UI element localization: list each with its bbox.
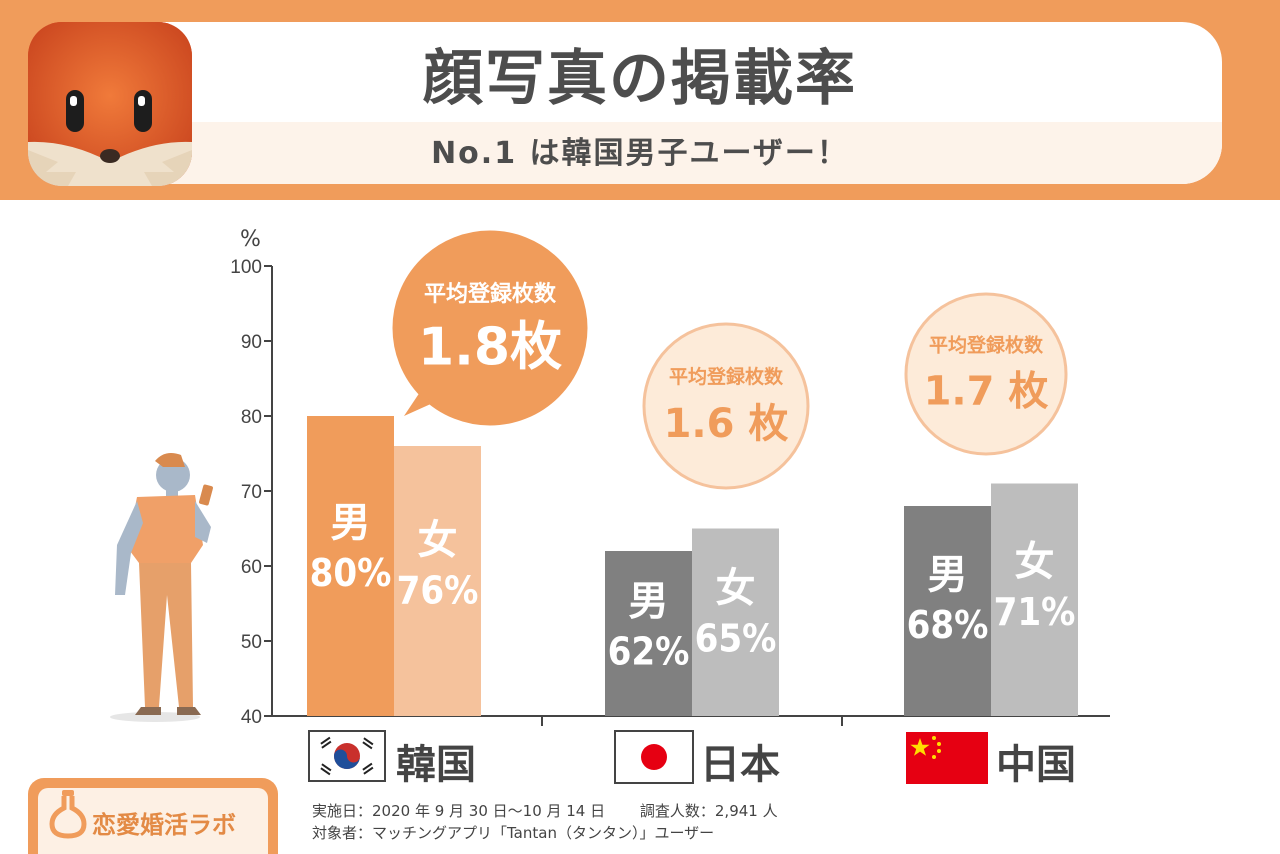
bar-series-label: 男 [331,500,371,546]
bar-female [394,446,481,716]
y-tick-label: 80 [241,407,262,428]
header-card [140,22,1222,184]
bar-male [307,416,394,716]
bar-male [605,551,692,716]
person-illustration [110,453,213,722]
avg-photos-bubble [904,292,1068,456]
flask-icon [49,790,87,839]
avg-photos-bubble [642,322,810,490]
bubble-value: 1.7 枚 [924,368,1049,414]
bar-series-label: 女 [716,565,756,611]
survey-target: 対象者：マッチングアプリ「Tantan（タンタン）」ユーザー [312,824,715,842]
survey-info: 実施日：2020 年 9 月 30 日〜10 月 14 日 調査人数：2,941… [312,802,778,820]
bar-value-label: 80% [310,551,392,595]
bar-value-label: 62% [608,629,690,673]
bar-female [692,528,779,716]
y-tick-label: 70 [241,482,262,503]
bubble-value: 1.8枚 [418,317,562,377]
bubble-heading: 平均登録枚数 [929,334,1044,357]
y-tick-label: 100 [230,257,262,278]
bar-series-label: 女 [418,517,458,563]
fox-app-icon [28,22,192,186]
bar-value-label: 71% [994,590,1076,634]
y-axis-unit: % [240,227,261,252]
bar-value-label: 76% [397,568,479,612]
bar-series-label: 女 [1015,539,1055,585]
bubble-heading: 平均登録枚数 [424,281,557,307]
bar-series-label: 男 [629,578,669,624]
brand-name: 恋愛婚活ラボ [92,811,236,839]
bar-value-label: 65% [695,616,777,660]
bar-female [991,483,1078,716]
country-label-japan: 日本 [700,742,780,788]
china-flag [906,732,988,784]
y-tick-label: 40 [241,707,262,728]
avg-photos-bubble [392,230,588,426]
bubble-value: 1.6 枚 [664,401,789,447]
y-tick-label: 50 [241,632,262,653]
japan-flag [614,730,694,784]
bar-value-label: 68% [907,603,989,647]
y-tick-label: 60 [241,557,262,578]
page-subtitle: No.1 は韓国男子ユーザー！ [431,136,849,171]
y-tick-label: 90 [241,332,262,353]
page-title: 顔写真の掲載率 [423,44,857,114]
bar-male [904,506,991,716]
korea-flag [308,730,386,782]
country-label-korea: 韓国 [396,742,476,788]
country-label-china: 中国 [996,742,1076,788]
bar-series-label: 男 [928,552,968,598]
bubble-heading: 平均登録枚数 [669,365,784,388]
